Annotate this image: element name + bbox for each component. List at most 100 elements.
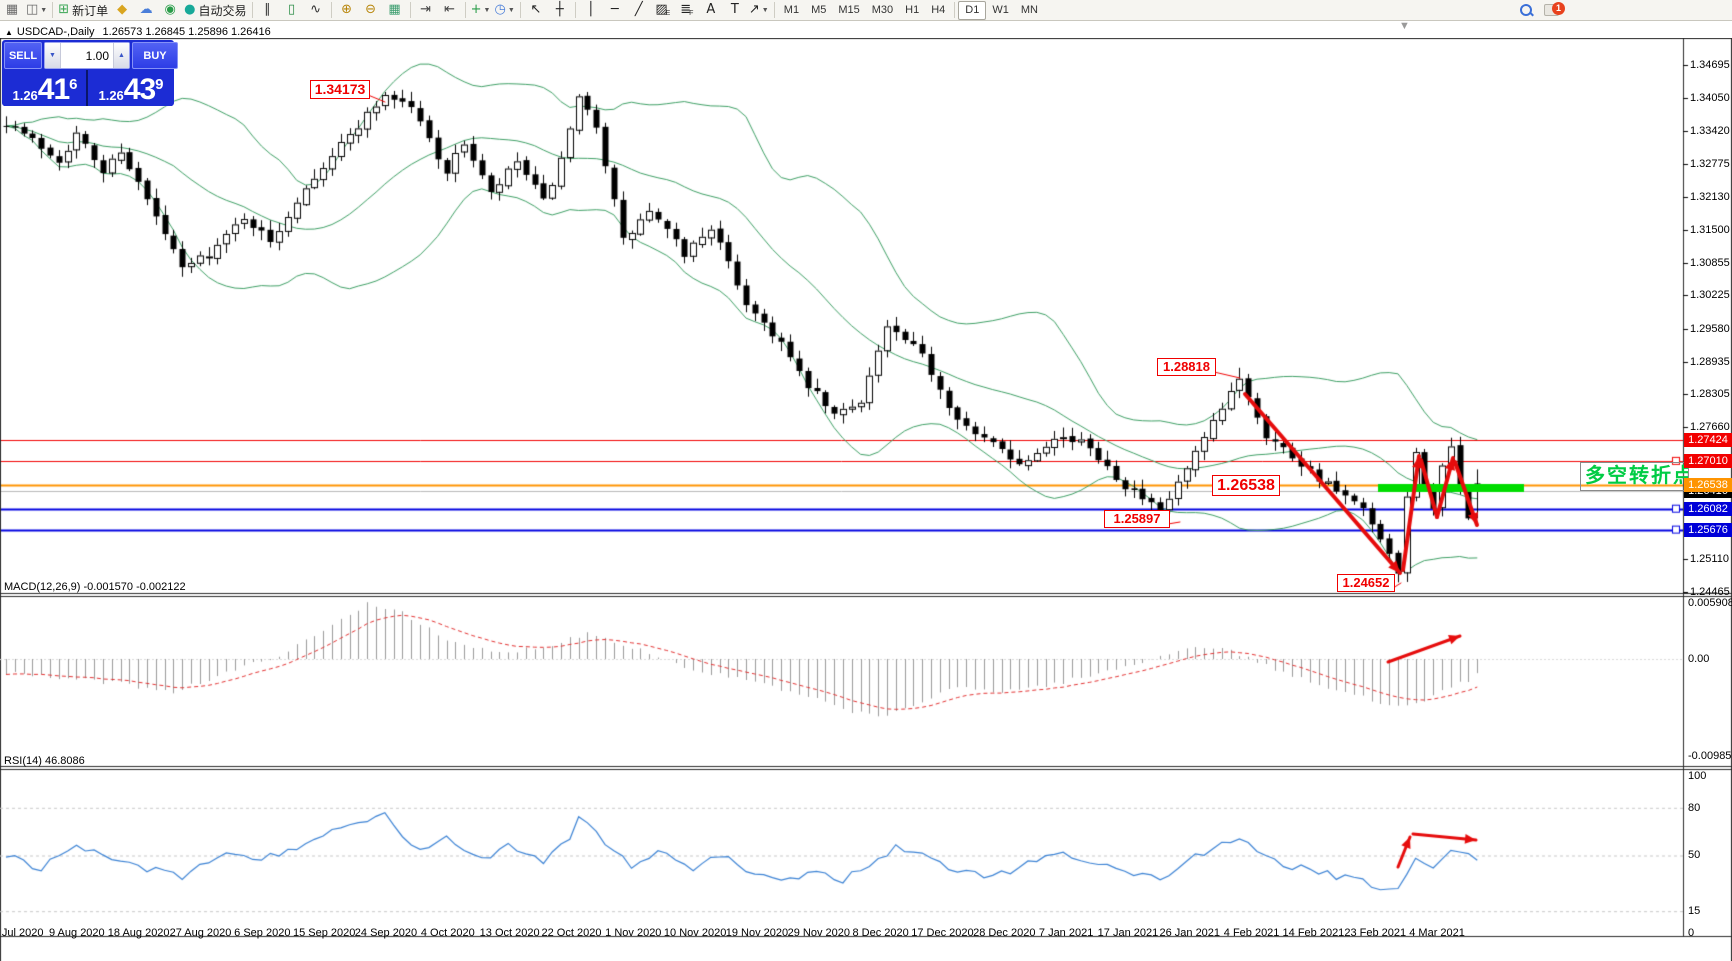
fibonacci-icon[interactable]: ≣ F (675, 1, 699, 19)
date-label: 24 Sep 2020 (354, 927, 418, 939)
search-icon[interactable] (1518, 2, 1534, 18)
market-watch-icon[interactable]: ☁ (134, 1, 158, 19)
zoom-out-icon[interactable]: ⊖ (359, 1, 383, 19)
chart-shift-marker-icon[interactable]: ▼ (1399, 20, 1410, 32)
date-label: 4 Mar 2021 (1409, 927, 1465, 939)
text-icon[interactable]: A (699, 1, 723, 19)
date-label: 13 Oct 2020 (479, 927, 540, 939)
toolbar-separator (409, 2, 411, 18)
crosshair-icon[interactable]: ┼ (548, 1, 572, 19)
price-label-object[interactable]: 1.25897 (1104, 510, 1170, 528)
horizontal-line-icon[interactable]: ─ (603, 1, 627, 19)
auto-scroll-icon: ⇥ (420, 2, 431, 17)
sell-button[interactable]: SELL (4, 42, 42, 69)
arrows-dropdown-icon[interactable]: ▼ (761, 6, 769, 14)
zoom-in-icon: ⊕ (341, 2, 352, 17)
vertical-line-icon: │ (586, 2, 595, 17)
candlestick-chart-icon[interactable]: ▯ (280, 1, 304, 19)
one-click-trading-panel: SELL ▼ 1.00 ▲ BUY 1.26 41 6 1.26 43 9 (2, 40, 178, 106)
timeframe-h4[interactable]: H4 (931, 4, 946, 16)
buy-price-sup: 9 (155, 76, 164, 93)
strategy-tester-icon: ◉ (164, 2, 176, 17)
text-label-icon[interactable]: T (723, 1, 747, 19)
rsi-label: RSI(14) 46.8086 (4, 755, 85, 767)
metaeditor-icon[interactable]: ◆ (110, 1, 134, 19)
bar-chart-icon[interactable]: ∥ (256, 1, 280, 19)
price-label-object[interactable]: 1.26538 (1212, 475, 1280, 496)
cursor-icon: ↖ (530, 2, 542, 17)
line-chart-icon[interactable]: ∿ (304, 1, 328, 19)
tile-windows-icon[interactable]: ▦ (383, 1, 407, 19)
equidistant-channel-letter: E (665, 9, 671, 17)
new-chart-icon[interactable]: ▦ (0, 1, 24, 19)
toolbar-separator (464, 2, 466, 18)
line-chart-icon: ∿ (310, 2, 321, 17)
equidistant-channel-icon[interactable]: ▨ E (651, 1, 675, 19)
zoom-in-icon[interactable]: ⊕ (335, 1, 359, 19)
price-badge: 1.27010 (1684, 453, 1732, 468)
price-axis-tick: 1.32775 (1690, 157, 1730, 170)
sell-price[interactable]: 1.26 41 6 (4, 70, 88, 106)
add-indicator-icon: + (470, 2, 482, 17)
autotrading-label: 自动交易 (198, 3, 247, 18)
date-label: 23 Feb 2021 (1344, 927, 1407, 939)
timeframe-d1[interactable]: D1 (958, 0, 987, 20)
timeframe-mn[interactable]: MN (1020, 4, 1038, 16)
autotrading-icon: ● (184, 2, 196, 17)
arrows-icon[interactable]: ↗ ▼ (747, 1, 771, 19)
fibonacci-letter: F (689, 9, 694, 17)
price-axis-tick: 1.27660 (1690, 421, 1730, 434)
auto-scroll-icon[interactable]: ⇥ (414, 1, 438, 19)
periods-dropdown-icon[interactable]: ▼ (507, 6, 515, 14)
timeframe-m5[interactable]: M5 (811, 4, 827, 16)
buy-price-big: 43 (123, 73, 156, 106)
chart-shift-icon[interactable]: ⇤ (438, 1, 462, 19)
chart-title: ▲ USDCAD-,Daily 1.26573 1.26845 1.25896 1.… (5, 26, 271, 38)
date-label: 7 Jan 2021 (1038, 927, 1094, 939)
trendline-icon[interactable]: ╱ (627, 1, 651, 19)
strategy-tester-icon[interactable]: ◉ (158, 1, 182, 19)
buy-button[interactable]: BUY (132, 42, 178, 69)
date-label: 6 Sep 2020 (234, 927, 291, 939)
date-label: 14 Feb 2021 (1282, 927, 1345, 939)
periods-icon[interactable]: ◷ ▼ (493, 1, 517, 19)
add-indicator-icon[interactable]: + ▼ (469, 1, 493, 19)
buy-price-base: 1.26 (98, 88, 124, 103)
date-label: 4 Feb 2021 (1223, 927, 1280, 939)
date-label: 27 Aug 2020 (169, 927, 232, 939)
price-axis-tick: 1.34050 (1690, 92, 1730, 105)
market-watch-icon: ☁ (139, 2, 153, 17)
date-label: 8 Dec 2020 (852, 927, 909, 939)
buy-price[interactable]: 1.26 43 9 (90, 70, 172, 106)
price-label-object[interactable]: 1.34173 (310, 80, 370, 99)
timeframe-w1[interactable]: W1 (992, 4, 1009, 16)
timeframe-m30[interactable]: M30 (871, 4, 894, 16)
price-badge: 1.26082 (1684, 501, 1732, 516)
autotrading-button[interactable]: ● 自动交易 (182, 1, 248, 19)
add-indicator-dropdown-icon[interactable]: ▼ (483, 6, 491, 14)
timeframe-m15[interactable]: M15 (838, 4, 860, 16)
cursor-icon[interactable]: ↖ (524, 1, 548, 19)
trade-buttons-row: SELL ▼ 1.00 ▲ BUY (4, 42, 178, 69)
price-chart-canvas[interactable] (0, 38, 1732, 961)
timeframe-h1[interactable]: H1 (905, 4, 920, 16)
volume-decrease-button[interactable]: ▼ (45, 43, 61, 68)
chart-window: ▲ USDCAD-,Daily 1.26573 1.26845 1.25896 1.… (0, 20, 1732, 961)
rsi-scale-tick: 0 (1688, 927, 1695, 939)
sell-price-big: 41 (37, 73, 70, 106)
vertical-line-icon[interactable]: │ (579, 1, 603, 19)
timeframe-m1[interactable]: M1 (783, 4, 800, 16)
profiles-icon[interactable]: ◫ ▼ (24, 1, 49, 19)
volume-input[interactable]: 1.00 (85, 48, 109, 63)
price-label-object[interactable]: 1.24652 (1337, 574, 1395, 592)
price-label-object[interactable]: 1.28818 (1157, 358, 1216, 376)
new-order-button[interactable]: ⊞ 新订单 (56, 1, 110, 19)
new-order-icon: ⊞ (58, 2, 70, 17)
periods-icon: ◷ (494, 2, 506, 17)
cn-note-label[interactable]: 多空转折点 (1580, 462, 1689, 491)
crosshair-icon: ┼ (555, 2, 564, 17)
profiles-dropdown-icon[interactable]: ▼ (40, 6, 48, 14)
volume-increase-button[interactable]: ▲ (113, 43, 129, 68)
notifications-icon[interactable]: 1 (1544, 1, 1566, 19)
